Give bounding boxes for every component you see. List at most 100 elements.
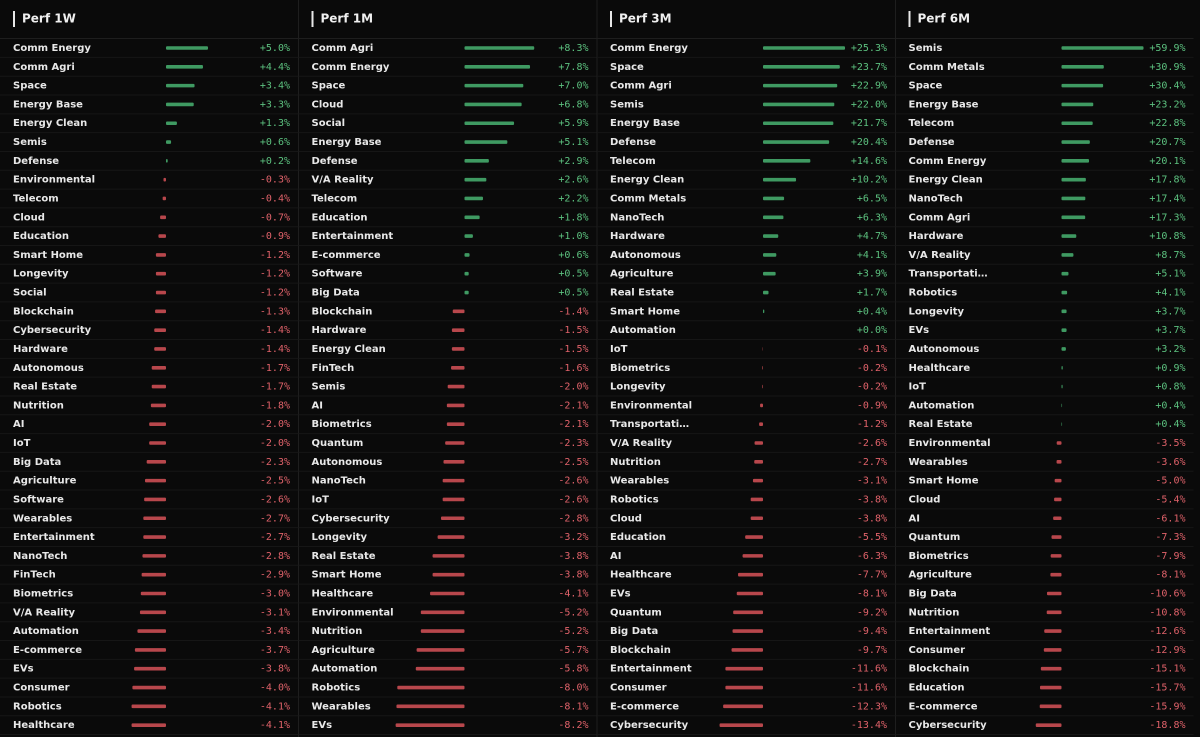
row-name: Wearables — [312, 701, 371, 712]
perf-value: +1.8% — [558, 212, 588, 223]
perf-value: -2.8% — [260, 551, 290, 562]
row-name: EVs — [312, 720, 333, 731]
perf-value: -4.1% — [558, 588, 588, 599]
row-name: Robotics — [13, 701, 62, 712]
perf-value: -2.5% — [260, 476, 290, 487]
row-name: Energy Base — [909, 99, 979, 110]
perf-bar — [1061, 365, 1063, 370]
perf-bar — [1061, 422, 1063, 426]
row-name: Agriculture — [610, 269, 674, 280]
perf-value: -3.8% — [857, 494, 887, 505]
perf-value: +22.8% — [1149, 118, 1185, 129]
perf-value: +20.4% — [851, 137, 887, 148]
perf-value: -1.6% — [558, 363, 588, 374]
perf-value: -13.4% — [851, 720, 887, 731]
perf-bar — [150, 403, 166, 408]
row-name: Longevity — [312, 532, 368, 543]
perf-value: +17.3% — [1149, 212, 1185, 223]
perf-value: -8.1% — [857, 588, 887, 599]
row-name: Education — [610, 532, 666, 543]
row-name: AI — [909, 513, 920, 524]
row-name: Semis — [909, 43, 943, 54]
perf-bar — [1050, 572, 1062, 577]
row-name: Entertainment — [13, 532, 95, 543]
perf-bar — [149, 422, 166, 426]
row-name: Environmental — [610, 400, 692, 411]
perf-bar — [1046, 591, 1062, 596]
row-name: IoT — [610, 344, 628, 355]
perf-bar — [1061, 271, 1069, 276]
row-name: Transportati… — [610, 419, 689, 430]
row-name: Comm Energy — [312, 62, 390, 73]
row-name: Biometrics — [13, 588, 73, 599]
row-name: Nutrition — [909, 607, 960, 618]
perf-bar — [464, 121, 515, 126]
perf-bar — [437, 535, 465, 539]
perf-value: +23.2% — [1149, 99, 1185, 110]
row-name: Comm Metals — [909, 62, 985, 73]
row-name: Education — [13, 231, 69, 242]
perf-bar — [1044, 629, 1062, 633]
row-name: Defense — [610, 137, 656, 148]
row-name: Smart Home — [909, 476, 979, 487]
perf-bar — [464, 83, 524, 88]
row-name: Hardware — [312, 325, 367, 336]
perf-value: -2.7% — [260, 513, 290, 524]
perf-value: -2.1% — [558, 419, 588, 430]
perf-bar — [1040, 685, 1062, 690]
perf-value: -11.6% — [851, 664, 887, 675]
perf-value: -2.3% — [260, 457, 290, 468]
perf-bar — [1040, 666, 1062, 671]
perf-bar — [142, 554, 166, 558]
perf-bar — [137, 629, 166, 633]
row-name: Energy Clean — [909, 175, 983, 186]
perf-bar — [464, 253, 470, 257]
row-name: Software — [13, 494, 64, 505]
perf-bar — [763, 234, 779, 238]
perf-bar — [151, 365, 166, 370]
perf-bar — [738, 572, 763, 577]
perf-value: -0.2% — [857, 382, 887, 393]
perf-bar — [750, 497, 763, 502]
row-name: IoT — [312, 494, 330, 505]
perf-value: -9.7% — [857, 645, 887, 656]
perf-value: +6.3% — [857, 212, 887, 223]
perf-value: +0.4% — [857, 306, 887, 317]
perf-bar — [1039, 704, 1062, 709]
perf-bar — [451, 365, 465, 370]
perf-value: +30.4% — [1149, 81, 1185, 92]
row-name: Entertainment — [909, 626, 991, 637]
perf-bar — [134, 666, 166, 671]
row-name: V/A Reality — [13, 607, 75, 618]
row-name: FinTech — [312, 363, 355, 374]
row-name: Healthcare — [312, 588, 374, 599]
perf-bar — [763, 140, 830, 144]
row-name: Telecom — [13, 193, 59, 204]
row-name: Automation — [312, 664, 378, 675]
panel-title: Perf 6M — [918, 12, 971, 26]
perf-bar — [1054, 497, 1062, 502]
panel-title: Perf 1W — [22, 12, 76, 26]
perf-bar — [1061, 347, 1066, 351]
perf-bar — [166, 159, 168, 163]
perf-bar — [763, 159, 811, 163]
perf-value: +0.8% — [1155, 382, 1185, 393]
row-name: Quantum — [610, 607, 662, 618]
perf-bar — [725, 666, 763, 671]
perf-bar — [1056, 460, 1062, 464]
perf-bar — [1061, 121, 1093, 126]
perf-value: -3.8% — [857, 513, 887, 524]
perf-bar — [151, 384, 166, 389]
perf-value: +3.9% — [857, 269, 887, 280]
row-name: Environmental — [909, 438, 991, 449]
perf-value: -0.9% — [260, 231, 290, 242]
perf-bar — [763, 290, 769, 295]
row-name: Real Estate — [312, 551, 376, 562]
perf-bar — [1056, 441, 1062, 445]
perf-value: -4.0% — [260, 683, 290, 694]
perf-value: +7.0% — [558, 81, 588, 92]
perf-value: +0.6% — [260, 137, 290, 148]
row-name: Space — [13, 81, 47, 92]
perf-value: -3.1% — [260, 607, 290, 618]
perf-bar — [723, 704, 763, 709]
